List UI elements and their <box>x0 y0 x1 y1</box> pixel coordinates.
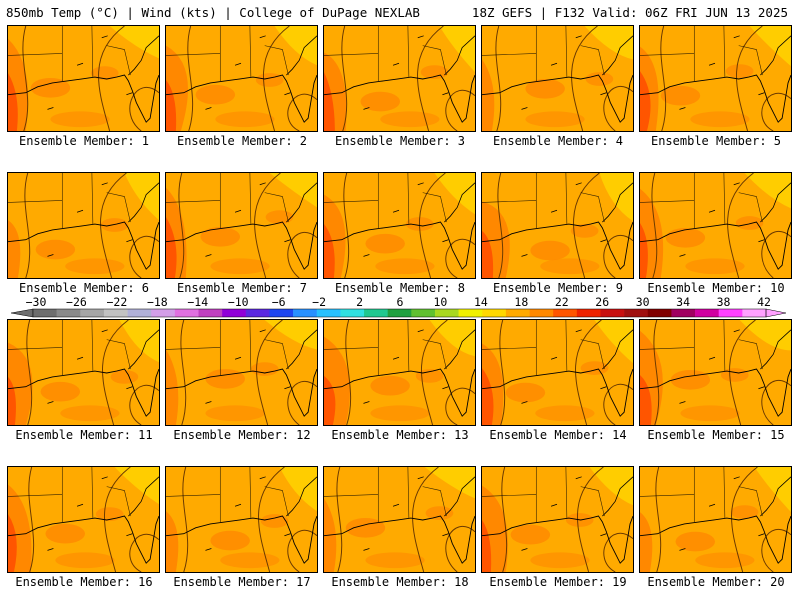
colorbar-swatch <box>458 309 483 317</box>
colorbar-tick-label: 30 <box>636 296 650 309</box>
colorbar-swatch <box>695 309 720 317</box>
ensemble-member-map <box>323 25 476 132</box>
colorbar-swatch <box>293 309 318 317</box>
ensemble-member-map <box>7 319 160 426</box>
ensemble-member-label: Ensemble Member: 20 <box>647 575 785 589</box>
ensemble-member-map <box>7 466 160 573</box>
colorbar-swatch <box>364 309 388 317</box>
colorbar-tick-label: 10 <box>434 296 448 309</box>
colorbar-tick-label: 22 <box>555 296 569 309</box>
ensemble-member-label: Ensemble Member: 6 <box>18 281 150 295</box>
colorbar-swatch <box>482 309 507 317</box>
temperature-colorbar: −30 −26 −22 −18 −14 −10 −6 −2 2 6 10 14 18 22 26 30 34 38… <box>10 296 787 318</box>
ensemble-member-label: Ensemble Member: 5 <box>650 134 782 148</box>
colorbar-swatch <box>647 309 672 317</box>
ensemble-member-label: Ensemble Member: 15 <box>647 428 785 442</box>
ensemble-member-map <box>323 466 476 573</box>
colorbar-swatch <box>316 309 341 317</box>
colorbar-tick-label: 38 <box>717 296 731 309</box>
colorbar-right-arrow <box>765 308 787 318</box>
colorbar-swatch <box>245 309 270 317</box>
colorbar-tick-label: −6 <box>272 296 286 309</box>
ensemble-member-map <box>7 25 160 132</box>
colorbar-swatch <box>222 309 247 317</box>
ensemble-member-map <box>481 25 634 132</box>
ensemble-member-map <box>165 466 318 573</box>
colorbar-tick-label: −26 <box>66 296 87 309</box>
ensemble-member-map <box>165 319 318 426</box>
ensemble-member-map <box>7 172 160 279</box>
ensemble-member-label: Ensemble Member: 14 <box>489 428 627 442</box>
colorbar-tick-label: 14 <box>474 296 488 309</box>
colorbar-swatch <box>742 309 767 317</box>
colorbar-tick-label: 18 <box>514 296 528 309</box>
ensemble-member-label: Ensemble Member: 13 <box>331 428 469 442</box>
ensemble-member-map <box>639 466 792 573</box>
ensemble-member-map <box>165 172 318 279</box>
colorbar-tick-label: −30 <box>26 296 47 309</box>
ensemble-member-label: Ensemble Member: 7 <box>176 281 308 295</box>
colorbar-swatch <box>529 309 554 317</box>
ensemble-member-label: Ensemble Member: 12 <box>173 428 311 442</box>
ensemble-member-label: Ensemble Member: 8 <box>334 281 466 295</box>
colorbar-swatch <box>151 309 176 317</box>
colorbar-left-arrow <box>10 308 34 318</box>
colorbar-swatch <box>718 309 743 317</box>
colorbar-tick-label: 42 <box>757 296 771 309</box>
colorbar-tick-label: −18 <box>147 296 168 309</box>
colorbar-swatch <box>624 309 649 317</box>
ensemble-member-map <box>639 25 792 132</box>
colorbar-swatch <box>505 309 530 317</box>
ensemble-member-label: Ensemble Member: 9 <box>492 281 624 295</box>
colorbar-swatch <box>80 309 105 317</box>
ensemble-member-label: Ensemble Member: 19 <box>489 575 627 589</box>
run-valid-time: 18Z GEFS | F132 Valid: 06Z FRI JUN 13 20… <box>471 5 788 20</box>
ensemble-member-label: Ensemble Member: 4 <box>492 134 624 148</box>
colorbar-swatch <box>56 309 81 317</box>
colorbar-tick-label: −10 <box>228 296 249 309</box>
colorbar-swatch <box>340 309 365 317</box>
colorbar-swatch <box>411 309 436 317</box>
colorbar-swatch <box>269 309 294 317</box>
ensemble-member-label: Ensemble Member: 2 <box>176 134 308 148</box>
colorbar-swatch <box>33 309 57 317</box>
colorbar-tick-label: 26 <box>595 296 609 309</box>
ensemble-member-map <box>481 172 634 279</box>
colorbar-tick-label: −2 <box>312 296 326 309</box>
ensemble-member-map <box>639 172 792 279</box>
colorbar-tick-label: −14 <box>187 296 208 309</box>
ensemble-member-map <box>639 319 792 426</box>
colorbar-swatch <box>198 309 223 317</box>
ensemble-member-label: Ensemble Member: 17 <box>173 575 311 589</box>
colorbar-swatch <box>103 309 128 317</box>
colorbar-tick-label: 2 <box>356 296 363 309</box>
ensemble-member-label: Ensemble Member: 11 <box>15 428 153 442</box>
ensemble-member-label: Ensemble Member: 10 <box>647 281 785 295</box>
ensemble-member-map <box>165 25 318 132</box>
colorbar-swatch <box>387 309 412 317</box>
ensemble-member-label: Ensemble Member: 16 <box>15 575 153 589</box>
ensemble-member-map <box>481 466 634 573</box>
ensemble-member-map <box>323 172 476 279</box>
colorbar-tick-label: 6 <box>397 296 404 309</box>
colorbar-tick-label: 34 <box>676 296 690 309</box>
colorbar-tick-label: −22 <box>106 296 127 309</box>
ensemble-member-label: Ensemble Member: 18 <box>331 575 469 589</box>
colorbar-swatch <box>127 309 152 317</box>
ensemble-member-label: Ensemble Member: 1 <box>18 134 150 148</box>
ensemble-member-label: Ensemble Member: 3 <box>334 134 466 148</box>
colorbar-swatch <box>174 309 199 317</box>
colorbar-swatch <box>553 309 578 317</box>
ensemble-member-map <box>481 319 634 426</box>
colorbar-swatch <box>434 309 459 317</box>
colorbar-swatch <box>671 309 696 317</box>
colorbar-swatch <box>600 309 625 317</box>
colorbar-swatch <box>576 309 601 317</box>
chart-title: 850mb Temp (°C) | Wind (kts) | College o… <box>6 5 420 20</box>
ensemble-member-map <box>323 319 476 426</box>
